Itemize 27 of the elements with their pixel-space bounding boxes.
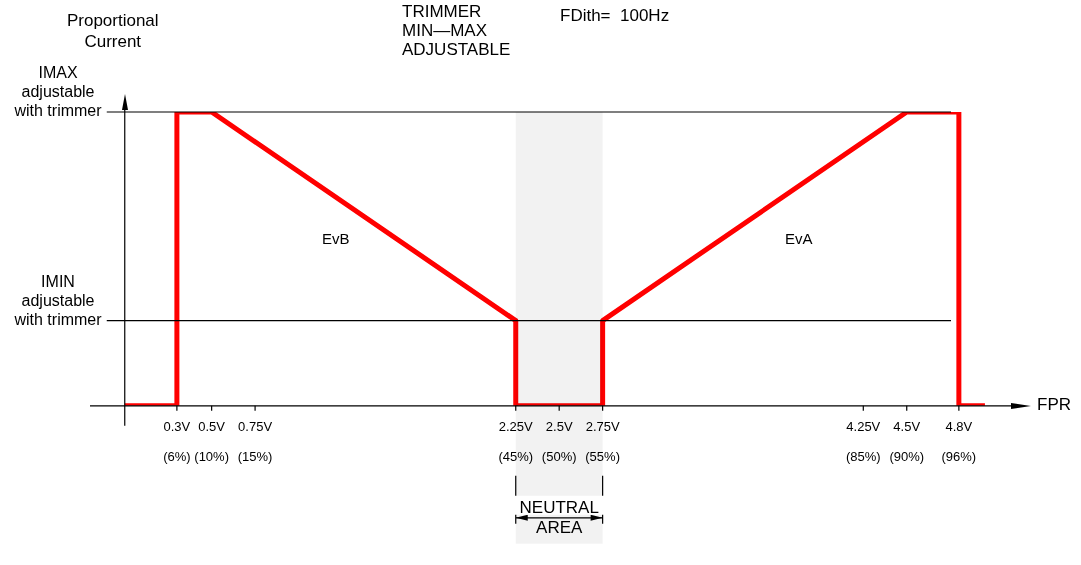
band-label: NEUTRAL AREA xyxy=(519,497,599,537)
text: FDith= 100Hz xyxy=(560,6,670,25)
x-tick-label: 0.75V xyxy=(238,419,273,435)
x-tick-label: 2.75V xyxy=(585,419,620,435)
x2-tick-label: (15%) xyxy=(237,448,273,464)
x-tick-label: 0.5V xyxy=(198,419,226,435)
x-tick-label: 0.3V xyxy=(163,419,191,435)
x-tick-label: 2.5V xyxy=(545,419,573,435)
x-tick-label: 4.5V xyxy=(893,419,921,435)
legend-label: IMAX adjustable with trimmer xyxy=(13,64,103,120)
ref-line-label: IMIN adjustable with trimmer xyxy=(13,273,103,328)
x-tick-label: 2.25V xyxy=(498,419,534,435)
series-label: EvB xyxy=(321,230,350,248)
x2-tick-label: (45%) xyxy=(498,448,534,464)
x2-tick-label: (50%) xyxy=(541,448,577,464)
x-tick-label: 4.8V xyxy=(945,419,973,435)
y-axis-title: Proportional Current xyxy=(66,11,159,51)
x2-tick-label: (6%) xyxy=(163,448,191,464)
series-label: EvA xyxy=(784,230,813,248)
x2-tick-label: (55%) xyxy=(585,448,620,464)
x2-tick-label: (85%) xyxy=(845,448,881,464)
text: TRIMMER MIN—MAX ADJUSTABLE xyxy=(402,2,511,59)
x2-tick-label: (90%) xyxy=(889,448,925,464)
x-axis-title: FPR xyxy=(1037,395,1071,415)
x2-tick-label: (96%) xyxy=(941,448,977,464)
x-tick-label: 4.25V xyxy=(846,419,881,435)
x2-tick-label: (10%) xyxy=(194,448,229,464)
